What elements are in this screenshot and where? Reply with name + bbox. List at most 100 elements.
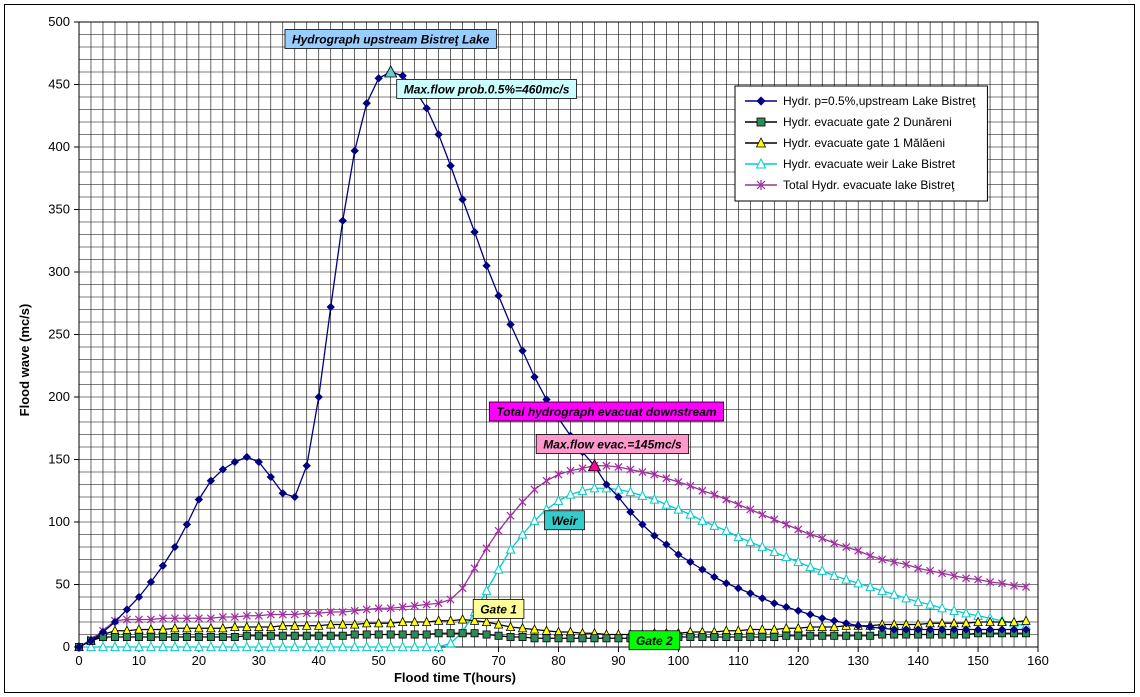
data-point <box>242 452 251 462</box>
data-point <box>362 604 371 615</box>
data-point <box>218 633 227 642</box>
annotation-box <box>628 630 681 651</box>
data-point <box>925 625 935 634</box>
data-point <box>829 570 840 580</box>
data-point <box>662 540 671 549</box>
data-point <box>674 550 683 559</box>
data-point <box>794 606 803 615</box>
data-point <box>505 621 516 631</box>
data-point <box>782 602 791 612</box>
data-point <box>434 130 443 139</box>
data-point <box>314 620 324 630</box>
data-point <box>481 585 492 595</box>
annotation-box <box>535 434 690 454</box>
data-point <box>614 492 623 502</box>
data-point <box>74 642 84 652</box>
data-point <box>782 631 791 640</box>
y-tick-label: 250 <box>48 327 70 342</box>
data-point <box>302 461 311 470</box>
data-point <box>266 472 275 482</box>
data-point <box>494 526 503 536</box>
y-tick-label: 350 <box>48 202 70 217</box>
data-point <box>362 99 371 108</box>
data-point <box>590 634 599 643</box>
data-point <box>373 617 384 628</box>
x-tick-label: 50 <box>371 653 385 668</box>
series-4 <box>74 461 1031 652</box>
data-point <box>518 633 527 642</box>
data-point <box>265 641 276 652</box>
data-point <box>578 634 587 643</box>
annotation-label: Total hydrograph evacuat downstream <box>488 401 724 422</box>
data-point <box>602 480 611 489</box>
y-tick-label: 100 <box>48 514 70 529</box>
data-point <box>410 601 419 611</box>
data-point <box>661 498 672 509</box>
data-point <box>278 489 287 498</box>
data-point <box>746 633 755 642</box>
data-point <box>950 571 959 581</box>
legend-label: Hydr. evacuate gate 2 Dunăreni <box>783 115 952 129</box>
x-tick-label: 90 <box>611 653 625 668</box>
data-point <box>734 584 743 593</box>
data-point <box>506 320 515 329</box>
data-point <box>565 488 576 499</box>
data-point <box>745 536 756 547</box>
data-point <box>98 627 108 637</box>
data-point <box>374 603 383 613</box>
data-point <box>530 634 539 643</box>
data-point <box>755 137 767 148</box>
data-point <box>758 633 767 642</box>
legend-item: Total Hydr. evacuate lake Bistreţ <box>745 178 955 192</box>
x-axis-ticks: 0 10 20 30 40 50 60 70 80 90 100 110 120 130 140 150 160 <box>75 647 1049 668</box>
data-point <box>974 574 983 585</box>
annotation-text: Hydrograph upstream Bistreţ Lake <box>292 33 490 47</box>
data-point <box>158 613 167 623</box>
data-point <box>817 621 827 631</box>
data-point <box>506 511 515 521</box>
data-point <box>901 592 912 603</box>
data-point <box>278 620 288 630</box>
data-point <box>134 614 143 625</box>
data-point <box>817 565 828 575</box>
data-point <box>638 467 647 477</box>
data-point <box>481 616 492 626</box>
data-point <box>230 612 239 622</box>
data-point <box>374 630 383 639</box>
y-tick-label: 500 <box>48 14 70 29</box>
annotation-label: Hydrograph upstream Bistreţ Lake <box>284 29 497 49</box>
data-point <box>756 117 766 127</box>
data-point <box>1010 581 1019 591</box>
data-point <box>973 625 983 634</box>
y-tick-label: 300 <box>48 264 70 279</box>
data-point <box>529 624 540 634</box>
y-tick-label: 150 <box>48 452 70 467</box>
data-point <box>302 631 311 640</box>
data-point <box>302 620 312 630</box>
data-point <box>1009 625 1019 634</box>
data-point <box>854 621 863 630</box>
data-point <box>638 520 647 529</box>
data-point <box>385 617 396 628</box>
legend-label: Total Hydr. evacuate lake Bistreţ <box>783 178 955 192</box>
x-tick-label: 40 <box>312 653 326 668</box>
data-point <box>409 616 420 626</box>
data-point <box>710 489 719 500</box>
data-point <box>734 633 743 642</box>
data-point <box>445 637 456 648</box>
data-point <box>866 631 875 640</box>
y-axis-title: Flood wave (mc/s) <box>17 304 32 417</box>
x-tick-label: 70 <box>491 653 505 668</box>
data-point <box>805 621 815 631</box>
data-point <box>518 497 527 507</box>
data-point <box>457 614 468 624</box>
data-point <box>206 633 215 642</box>
data-point <box>409 641 420 652</box>
data-point <box>865 581 876 592</box>
data-point <box>925 598 936 609</box>
data-point <box>373 641 384 652</box>
data-point <box>134 633 143 642</box>
series-3 <box>74 482 1031 652</box>
x-tick-label: 0 <box>75 653 82 668</box>
data-point <box>685 508 696 519</box>
